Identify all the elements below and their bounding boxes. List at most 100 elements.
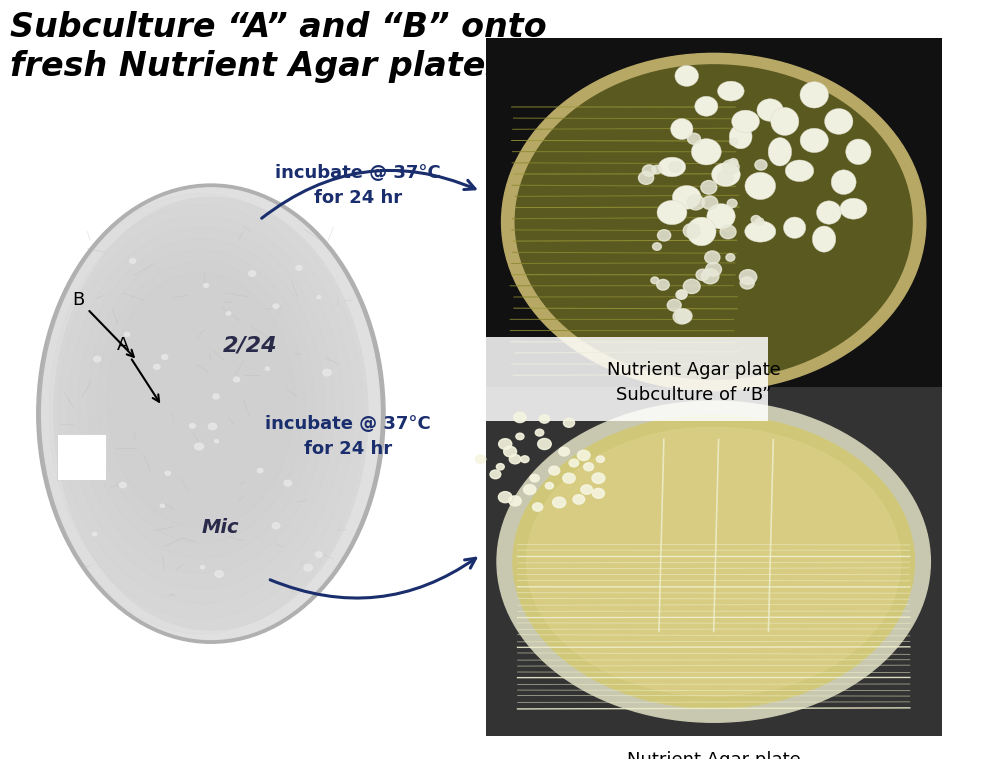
Text: Subculture “A” and “B” onto
fresh Nutrient Agar plates: Subculture “A” and “B” onto fresh Nutrie… [10,11,546,83]
Ellipse shape [717,81,745,101]
Ellipse shape [233,377,239,382]
FancyBboxPatch shape [486,337,768,421]
Ellipse shape [215,571,224,577]
Ellipse shape [596,456,604,462]
Ellipse shape [498,439,512,449]
Ellipse shape [154,364,160,370]
Ellipse shape [688,134,700,144]
Ellipse shape [584,463,594,471]
Ellipse shape [273,304,279,309]
Ellipse shape [160,504,165,508]
Ellipse shape [36,184,386,643]
Ellipse shape [675,65,698,87]
Ellipse shape [745,221,776,242]
Ellipse shape [208,424,217,430]
Ellipse shape [509,455,521,464]
Ellipse shape [257,468,263,473]
Text: incubate @ 37°C
for 24 hr: incubate @ 37°C for 24 hr [266,415,431,458]
Ellipse shape [669,162,682,172]
Ellipse shape [657,230,671,241]
Ellipse shape [745,172,776,200]
Ellipse shape [521,456,529,462]
Ellipse shape [78,239,324,573]
Ellipse shape [656,279,669,290]
Ellipse shape [729,124,752,149]
Ellipse shape [527,427,901,696]
Ellipse shape [658,157,686,177]
Ellipse shape [87,250,314,558]
Ellipse shape [785,160,814,181]
Ellipse shape [165,471,171,475]
Ellipse shape [41,187,381,639]
Ellipse shape [639,172,653,184]
Ellipse shape [316,552,323,557]
Ellipse shape [97,261,305,543]
Ellipse shape [213,394,219,399]
Ellipse shape [490,470,500,479]
Ellipse shape [569,459,579,467]
Text: incubate @ 37°C
for 24 hr: incubate @ 37°C for 24 hr [276,165,440,207]
Ellipse shape [323,369,332,376]
Ellipse shape [740,269,756,285]
Ellipse shape [545,483,553,489]
Ellipse shape [476,455,486,463]
Ellipse shape [687,195,704,210]
Ellipse shape [125,332,129,336]
Ellipse shape [92,532,97,536]
Ellipse shape [515,65,912,379]
Ellipse shape [650,277,659,284]
Ellipse shape [200,565,205,568]
Ellipse shape [652,243,661,250]
Ellipse shape [722,160,739,174]
Ellipse shape [581,485,593,494]
Ellipse shape [704,251,720,264]
Text: B: B [73,291,133,357]
Ellipse shape [711,162,741,187]
Ellipse shape [501,53,926,391]
Ellipse shape [496,464,504,470]
Ellipse shape [272,523,280,528]
Ellipse shape [215,439,219,442]
Ellipse shape [846,139,871,165]
Ellipse shape [514,412,526,423]
Ellipse shape [717,172,733,184]
Ellipse shape [700,181,717,194]
Ellipse shape [651,165,662,174]
Ellipse shape [754,160,767,170]
Ellipse shape [768,137,792,166]
Ellipse shape [548,466,560,475]
Ellipse shape [49,205,353,619]
Ellipse shape [194,443,203,450]
Ellipse shape [657,200,687,225]
Ellipse shape [552,497,566,508]
Ellipse shape [729,159,738,166]
Ellipse shape [730,138,738,145]
Text: Nutrient Agar plate
Subculture of “A”: Nutrient Agar plate Subculture of “A” [627,751,800,759]
Ellipse shape [695,96,718,116]
Ellipse shape [592,473,605,483]
Ellipse shape [533,503,542,511]
FancyBboxPatch shape [486,38,942,421]
Ellipse shape [107,272,295,528]
Ellipse shape [667,299,681,311]
Ellipse shape [800,82,829,108]
Ellipse shape [727,199,737,208]
Ellipse shape [732,110,759,133]
Ellipse shape [676,309,692,323]
FancyArrowPatch shape [270,559,476,598]
Ellipse shape [697,269,709,280]
Ellipse shape [720,225,736,238]
Ellipse shape [784,217,805,238]
Ellipse shape [812,226,836,252]
Ellipse shape [673,309,691,324]
Ellipse shape [93,357,101,362]
Ellipse shape [516,433,524,439]
Ellipse shape [530,474,540,482]
Ellipse shape [120,483,127,488]
Ellipse shape [705,263,721,276]
Ellipse shape [509,496,521,506]
Ellipse shape [676,290,687,299]
Ellipse shape [593,489,604,498]
Ellipse shape [59,216,343,603]
Ellipse shape [692,139,721,165]
